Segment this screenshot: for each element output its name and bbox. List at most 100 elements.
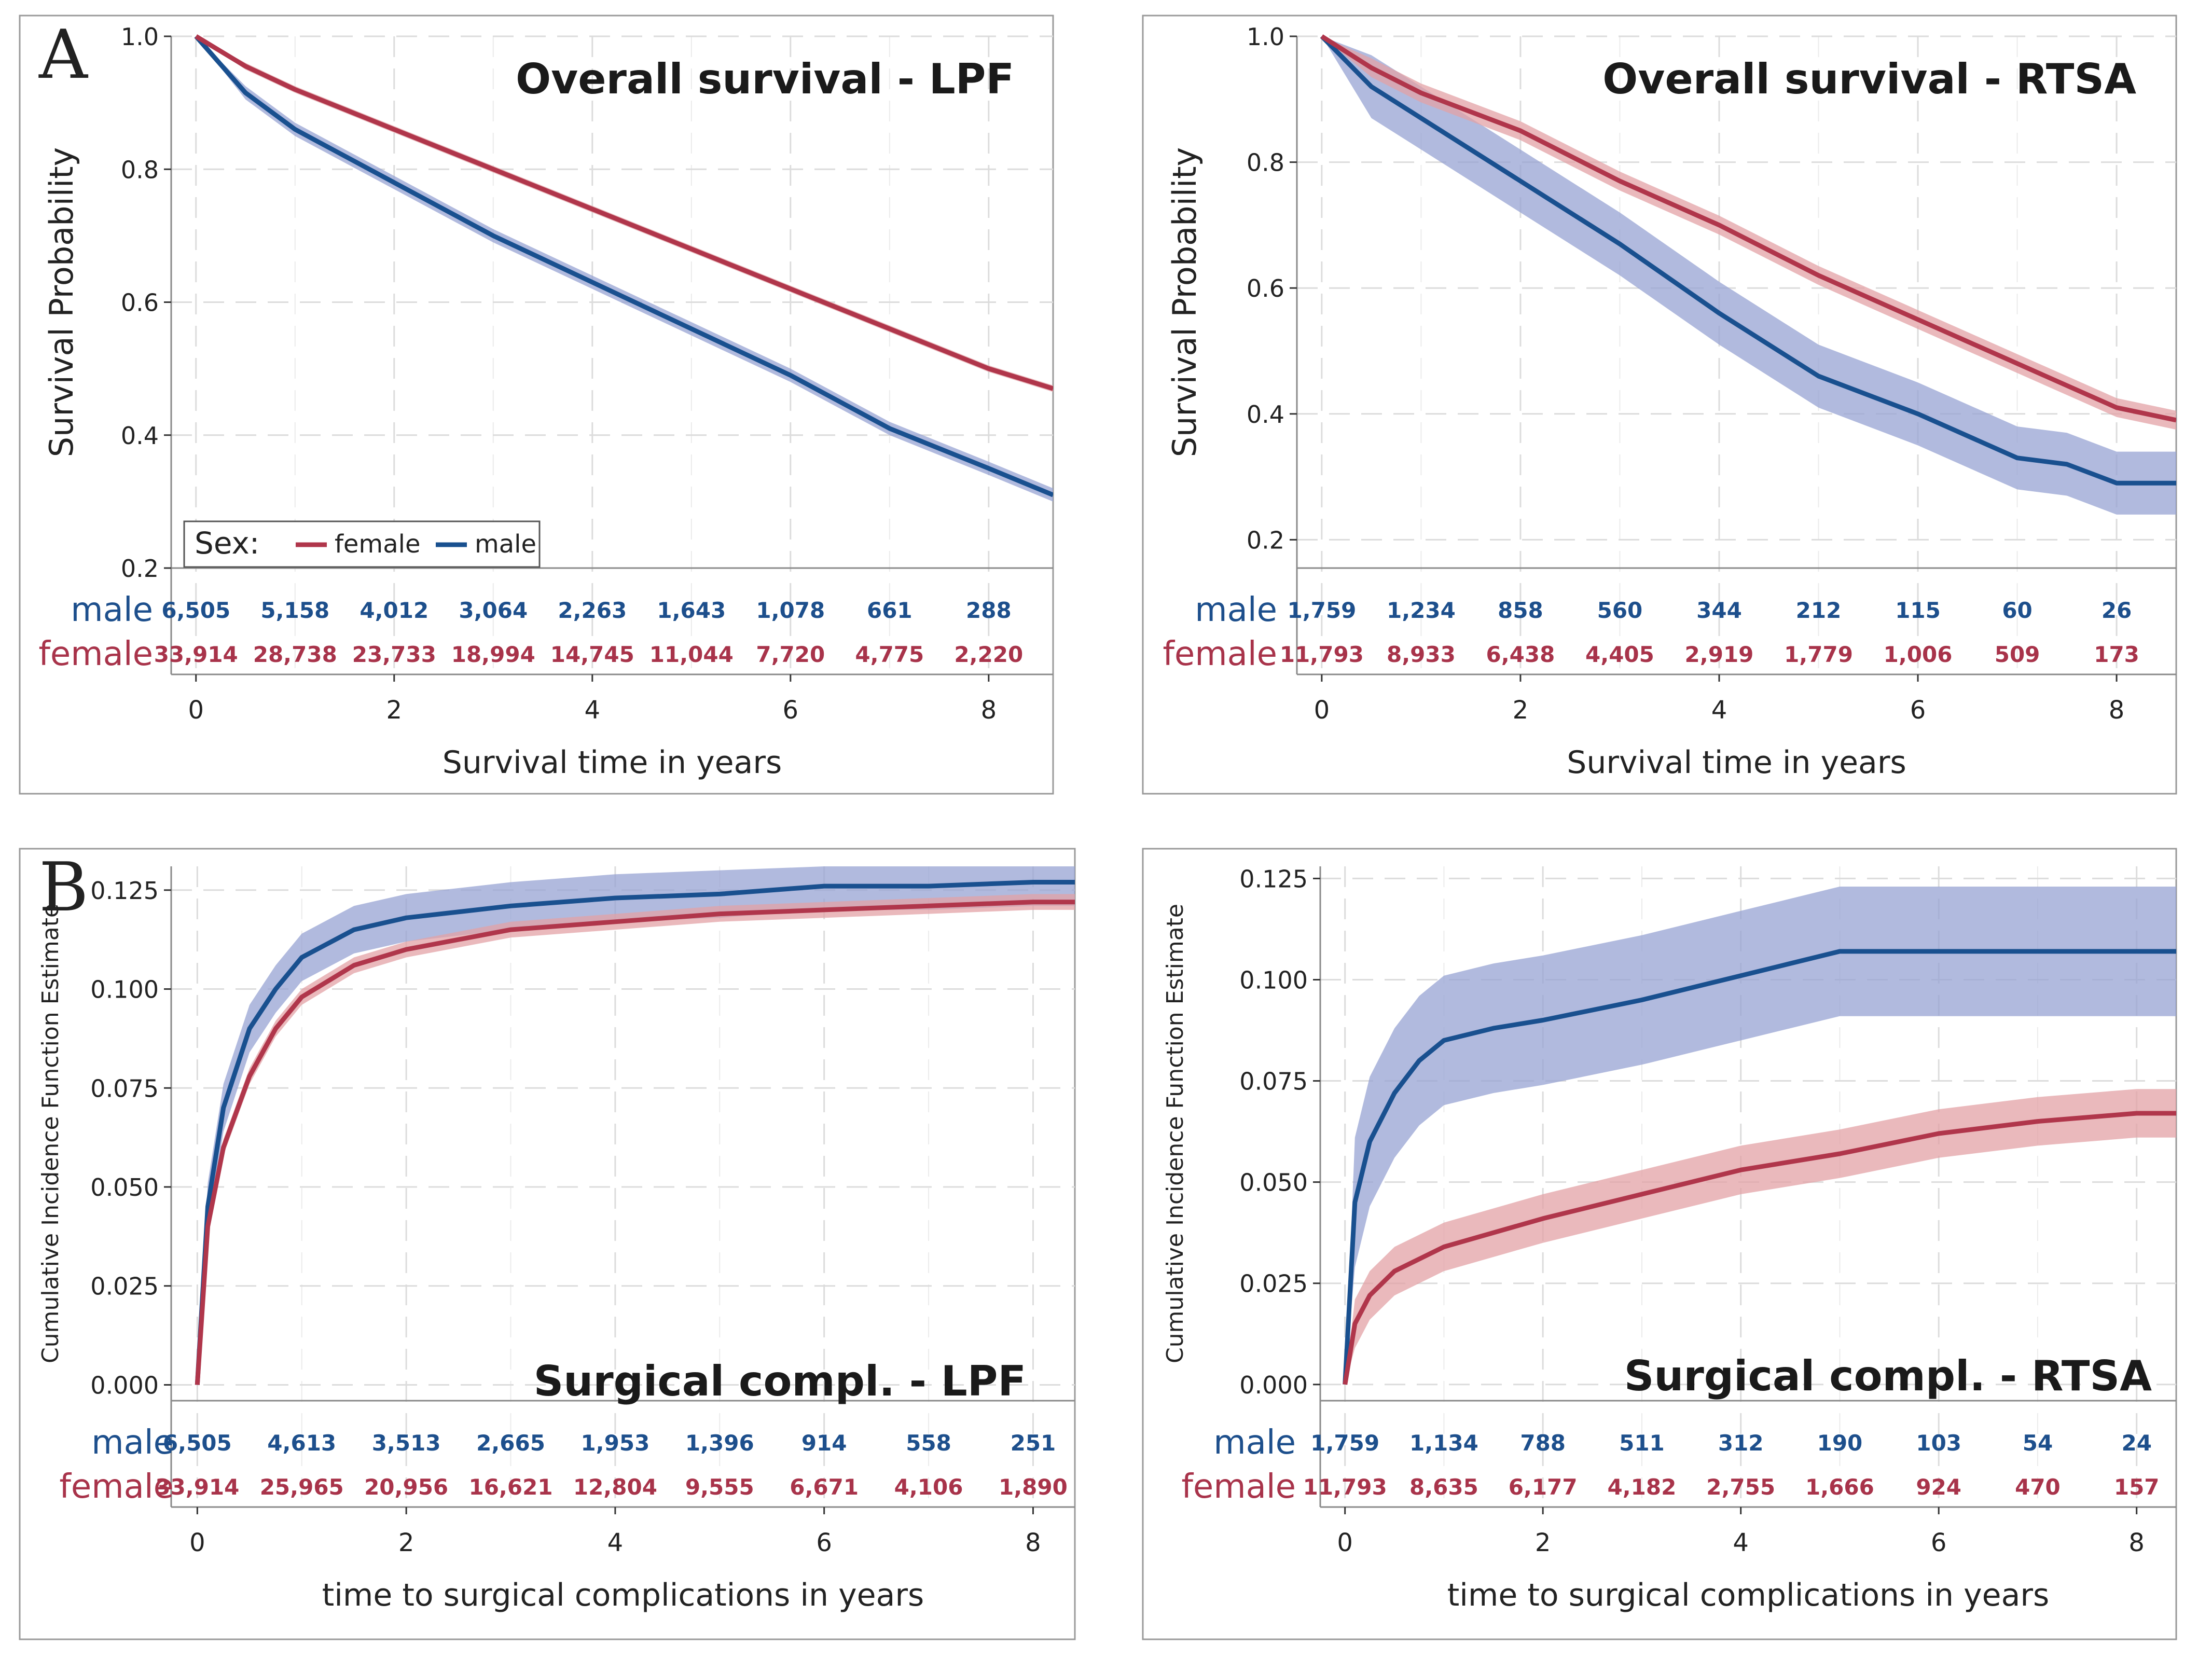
risk-count-female: 1,779 [1784, 642, 1853, 667]
risk-count-female: 173 [2094, 642, 2139, 667]
risk-count-female: 23,733 [352, 642, 436, 667]
risk-count-male: 4,012 [360, 598, 428, 623]
chart-panel-A-right: 0.2 0.4 0.6 0.8 1.0 0 2 4 6 8 Survival time in yea… [1142, 15, 2177, 795]
x-tick-label: 4 [1711, 696, 1727, 725]
x-tick-label: 8 [981, 696, 997, 725]
y-tick-label: 0.100 [1239, 966, 1308, 994]
risk-count-male: 914 [801, 1430, 847, 1456]
risk-count-male: 251 [1011, 1430, 1056, 1456]
risk-count-female: 2,919 [1685, 642, 1754, 667]
x-axis-title: Survival time in years [1567, 744, 1906, 781]
x-tick-label: 4 [607, 1528, 624, 1557]
panel-letter: A [38, 15, 89, 94]
x-tick-label: 6 [816, 1528, 832, 1557]
series-line-male [1320, 34, 2176, 486]
risk-count-male: 558 [906, 1430, 951, 1456]
y-tick-label: 0.2 [1247, 526, 1284, 554]
panel-title: Overall survival - RTSA [1602, 55, 2136, 103]
risk-count-male: 5,158 [260, 598, 329, 623]
risk-count-male: 1,234 [1387, 598, 1456, 623]
risk-count-female: 16,621 [468, 1474, 552, 1500]
risk-count-male: 24 [2121, 1430, 2151, 1456]
risk-count-female: 4,182 [1608, 1474, 1677, 1500]
series-line-female [1343, 1111, 2176, 1385]
risk-table-label-female: female [38, 635, 153, 673]
y-tick-label: 0.000 [90, 1371, 159, 1399]
risk-count-male: 1,396 [685, 1430, 754, 1456]
risk-count-male: 312 [1718, 1430, 1764, 1456]
panel-title: Overall survival - LPF [516, 55, 1014, 103]
risk-count-female: 8,933 [1387, 642, 1456, 667]
x-axis-title: Survival time in years [443, 744, 782, 781]
risk-count-male: 288 [966, 598, 1012, 623]
risk-count-female: 4,775 [855, 642, 924, 667]
risk-count-female: 14,745 [550, 642, 634, 667]
risk-count-male: 560 [1597, 598, 1643, 623]
risk-count-female: 6,438 [1486, 642, 1555, 667]
y-tick-label: 0.4 [1247, 400, 1284, 429]
risk-count-female: 470 [2015, 1474, 2061, 1500]
y-tick-label: 0.100 [90, 976, 159, 1004]
legend-label-female: female [335, 530, 420, 559]
x-tick-label: 8 [1025, 1528, 1041, 1557]
y-tick-label: 0.8 [121, 156, 159, 184]
risk-count-male: 344 [1696, 598, 1742, 623]
x-axis-title: time to surgical complications in years [1447, 1577, 2050, 1613]
risk-count-female: 9,555 [685, 1474, 754, 1500]
chart-panel-B-left: 0.000 0.025 0.050 0.075 0.100 0.125 0 2 4 6 8 time … [19, 848, 1076, 1640]
panel-frame [1142, 15, 2177, 795]
chart-panel-A-left: 0.2 0.4 0.6 0.8 1.0 0 2 4 6 8 Survival time in yea… [19, 15, 1054, 795]
series-line-male [1343, 949, 2176, 1385]
risk-count-male: 2,263 [558, 598, 627, 623]
risk-count-female: 4,405 [1585, 642, 1654, 667]
legend-label-male: male [475, 530, 536, 559]
risk-count-male: 511 [1619, 1430, 1665, 1456]
risk-count-female: 509 [1995, 642, 2040, 667]
y-tick-label: 0.8 [1247, 149, 1284, 177]
risk-count-female: 924 [1916, 1474, 1961, 1500]
risk-count-female: 25,965 [260, 1474, 344, 1500]
y-tick-label: 0.050 [1239, 1169, 1308, 1197]
risk-count-male: 103 [1916, 1430, 1961, 1456]
risk-count-female: 1,666 [1805, 1474, 1874, 1500]
series-line-male [194, 35, 1053, 498]
y-tick-label: 0.000 [1239, 1371, 1308, 1399]
x-tick-label: 0 [1314, 696, 1330, 725]
x-tick-label: 6 [783, 696, 799, 725]
x-tick-label: 2 [1513, 696, 1529, 725]
series-line-female [195, 900, 1075, 1385]
risk-count-female: 6,671 [790, 1474, 859, 1500]
risk-count-male: 6,505 [163, 1430, 232, 1456]
x-tick-label: 6 [1931, 1528, 1947, 1557]
risk-count-male: 3,513 [372, 1430, 441, 1456]
y-tick-label: 0.6 [121, 289, 159, 317]
risk-count-female: 20,956 [364, 1474, 448, 1500]
risk-count-female: 6,177 [1509, 1474, 1578, 1500]
risk-count-female: 28,738 [253, 642, 337, 667]
risk-count-male: 858 [1498, 598, 1543, 623]
risk-count-female: 12,804 [573, 1474, 657, 1500]
x-tick-label: 2 [386, 696, 403, 725]
risk-table-label-male: male [1213, 1424, 1296, 1462]
risk-count-male: 1,759 [1287, 598, 1356, 623]
risk-table-label-female: female [59, 1468, 174, 1506]
panel-letter: B [39, 848, 89, 927]
risk-table-label-female: female [1163, 635, 1277, 673]
y-tick-label: 0.125 [1239, 865, 1308, 893]
confidence-band-male [196, 36, 1053, 502]
panel-frame [19, 15, 1054, 795]
y-tick-label: 1.0 [1247, 23, 1284, 51]
y-tick-label: 0.075 [90, 1074, 159, 1102]
risk-count-female: 33,914 [154, 642, 238, 667]
risk-table-label-male: male [91, 1424, 174, 1462]
y-tick-label: 1.0 [121, 23, 159, 51]
risk-count-male: 1,953 [580, 1430, 649, 1456]
x-axis-title: time to surgical complications in years [322, 1577, 924, 1613]
y-tick-label: 0.050 [90, 1173, 159, 1201]
risk-count-male: 54 [2023, 1430, 2053, 1456]
panel-title: Surgical compl. - LPF [534, 1357, 1026, 1405]
x-tick-label: 0 [188, 696, 204, 725]
risk-count-male: 212 [1796, 598, 1842, 623]
